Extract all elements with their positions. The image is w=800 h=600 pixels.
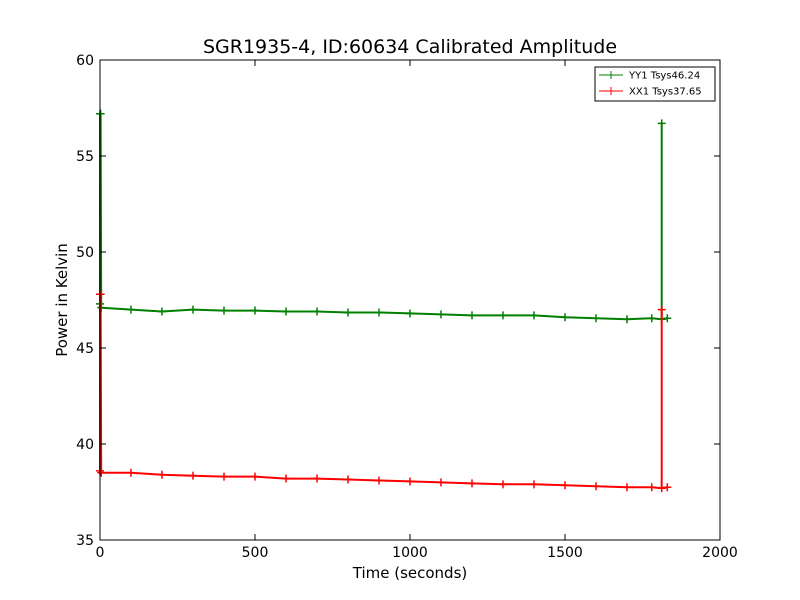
data-point-xx1 <box>437 478 445 487</box>
data-point-yy1 <box>623 315 631 324</box>
data-point-xx1 <box>623 483 631 492</box>
x-tick-label: 0 <box>96 545 105 561</box>
data-point-xx1 <box>189 471 197 480</box>
data-point-yy1 <box>251 306 259 315</box>
data-point-xx1 <box>657 305 666 314</box>
data-point-yy1 <box>647 314 656 323</box>
data-point-xx1 <box>96 290 105 299</box>
data-point-yy1 <box>344 308 352 317</box>
data-point-xx1 <box>406 477 414 486</box>
data-point-yy1 <box>499 311 507 320</box>
x-axis-label: Time (seconds) <box>352 564 468 582</box>
x-tick-label: 2000 <box>702 545 738 561</box>
data-point-xx1 <box>657 484 666 493</box>
data-point-yy1 <box>468 311 476 320</box>
data-point-yy1 <box>189 305 197 314</box>
series-line-yy1 <box>99 112 668 321</box>
y-tick-label: 45 <box>76 341 94 357</box>
legend-marker-xx1 <box>607 87 615 95</box>
data-point-yy1 <box>657 119 666 128</box>
data-point-yy1 <box>561 313 569 322</box>
y-tick-label: 55 <box>76 149 94 165</box>
legend-box <box>594 66 716 102</box>
plot-area <box>96 109 672 493</box>
data-point-xx1 <box>282 474 290 483</box>
data-point-xx1 <box>313 474 321 483</box>
y-tick-label: 60 <box>76 53 94 69</box>
chart-title: SGR1935-4, ID:60634 Calibrated Amplitude <box>203 36 617 58</box>
data-point-xx1 <box>127 468 135 477</box>
data-point-yy1 <box>406 309 414 318</box>
data-point-xx1 <box>499 480 507 489</box>
data-point-xx1 <box>468 479 476 488</box>
x-tick-label: 500 <box>242 545 269 561</box>
series-line-xx1 <box>99 293 668 490</box>
data-point-xx1 <box>158 470 166 479</box>
data-point-yy1 <box>282 307 290 316</box>
data-point-yy1 <box>530 311 538 320</box>
data-point-xx1 <box>592 482 600 491</box>
y-tick-label: 35 <box>76 533 94 549</box>
data-point-xx1 <box>220 472 228 481</box>
x-axis: 0 500 1000 1500 2000 <box>96 60 738 561</box>
data-point-xx1 <box>663 483 672 492</box>
y-tick-label: 40 <box>76 437 94 453</box>
legend: YY1 Tsys46.24 XX1 Tsys37.65 <box>594 66 716 102</box>
data-point-yy1 <box>437 310 445 319</box>
data-point-yy1 <box>592 314 600 323</box>
data-point-yy1 <box>127 305 135 314</box>
data-point-yy1 <box>96 109 105 118</box>
x-tick-label: 1500 <box>547 545 583 561</box>
data-point-xx1 <box>647 483 656 492</box>
legend-marker-yy1 <box>607 71 615 79</box>
data-point-xx1 <box>375 476 383 485</box>
x-tick-label: 1000 <box>392 545 428 561</box>
y-axis: 35 40 45 50 55 60 <box>76 53 720 549</box>
data-point-yy1 <box>158 307 166 316</box>
data-point-xx1 <box>530 480 538 489</box>
y-tick-label: 50 <box>76 245 94 261</box>
y-axis-label: Power in Kelvin <box>53 243 71 357</box>
legend-label-xx1: XX1 Tsys37.65 <box>629 87 702 98</box>
data-point-xx1 <box>97 468 106 477</box>
data-point-xx1 <box>251 472 259 481</box>
legend-label-yy1: YY1 Tsys46.24 <box>628 71 700 82</box>
data-point-yy1 <box>375 308 383 317</box>
data-point-xx1 <box>344 475 352 484</box>
data-point-yy1 <box>663 314 672 323</box>
data-point-xx1 <box>561 481 569 490</box>
data-point-yy1 <box>220 306 228 315</box>
data-point-yy1 <box>313 307 321 316</box>
